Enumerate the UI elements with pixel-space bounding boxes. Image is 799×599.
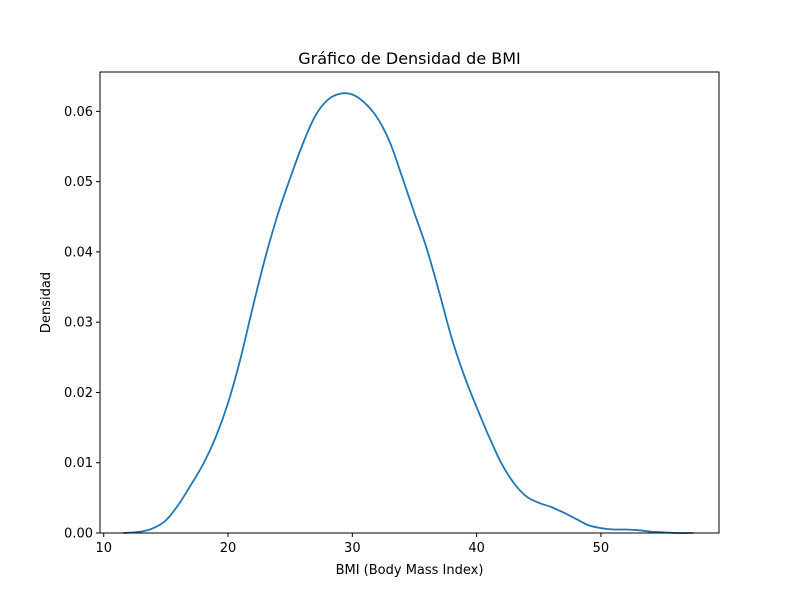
x-tick-label: 40 xyxy=(468,541,485,556)
chart-title: Gráfico de Densidad de BMI xyxy=(298,49,521,68)
y-axis-label: Densidad xyxy=(39,272,54,333)
x-axis-label: BMI (Body Mass Index) xyxy=(336,563,484,578)
y-tick-label: 0.03 xyxy=(64,316,93,331)
y-axis: 0.00 0.01 0.02 0.03 0.04 0.05 0.06 xyxy=(64,105,100,542)
x-tick-label: 30 xyxy=(344,541,361,556)
x-tick-label: 50 xyxy=(593,541,610,556)
plot-frame xyxy=(99,71,720,534)
y-tick-label: 0.02 xyxy=(64,386,93,401)
plot-area xyxy=(122,92,694,534)
y-tick-label: 0.04 xyxy=(64,245,93,260)
x-tick-label: 20 xyxy=(220,541,237,556)
x-tick-label: 10 xyxy=(95,541,112,556)
y-tick-label: 0.01 xyxy=(64,456,93,471)
x-axis: 10 20 30 40 50 xyxy=(95,533,609,556)
y-tick-label: 0.00 xyxy=(64,527,93,542)
y-tick-label: 0.05 xyxy=(64,175,93,190)
density-line xyxy=(122,92,694,534)
y-tick-label: 0.06 xyxy=(64,105,93,120)
